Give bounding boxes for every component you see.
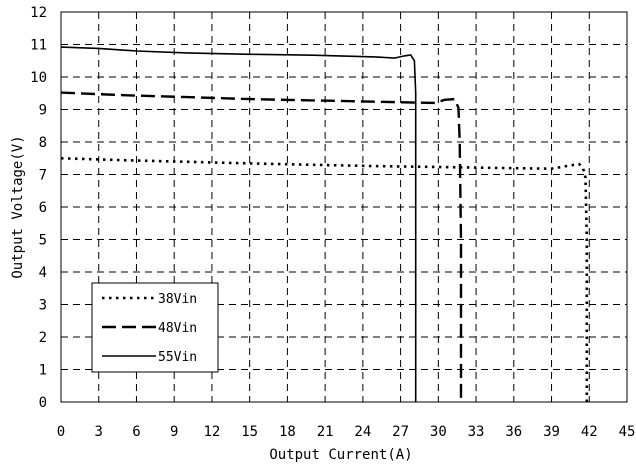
x-tick-label: 39 xyxy=(543,424,560,440)
x-tick-label: 21 xyxy=(317,424,334,440)
plot-area-frame xyxy=(60,11,628,403)
x-tick-label: 42 xyxy=(581,424,598,440)
x-tick-label: 33 xyxy=(468,424,485,440)
series-line-48Vin xyxy=(60,91,463,402)
y-tick-label: 5 xyxy=(39,233,47,249)
legend: 38Vin 48Vin 55Vin xyxy=(91,282,219,373)
y-tick-label: 12 xyxy=(30,5,47,21)
y-tick-label: 10 xyxy=(30,70,47,86)
x-tick-label: 15 xyxy=(241,424,258,440)
y-tick-label: 3 xyxy=(39,298,47,314)
x-axis-title: Output Current(A) xyxy=(269,447,412,463)
y-tick-label: 9 xyxy=(39,103,47,119)
x-tick-label: 27 xyxy=(392,424,409,440)
y-tick-label: 1 xyxy=(39,363,47,379)
x-tick-labels: 0 3 6 9 12 15 18 21 24 27 30 33 36 39 42 45 xyxy=(57,424,636,440)
x-tick-label: 6 xyxy=(132,424,140,440)
x-tick-label: 12 xyxy=(204,424,221,440)
x-tick-label: 0 xyxy=(57,424,65,440)
x-tick-label: 3 xyxy=(95,424,103,440)
y-tick-label: 7 xyxy=(39,168,47,184)
y-axis-title: Output Voltage(V) xyxy=(10,135,26,278)
x-tick-label: 9 xyxy=(170,424,178,440)
legend-label: 48Vin xyxy=(158,321,197,336)
series-group xyxy=(60,46,589,402)
legend-label: 38Vin xyxy=(158,292,197,307)
series-line-55Vin xyxy=(60,46,417,402)
legend-label: 55Vin xyxy=(158,350,197,365)
x-tick-label: 24 xyxy=(354,424,371,440)
y-tick-label: 4 xyxy=(39,265,47,281)
y-tick-label: 6 xyxy=(39,200,47,216)
y-tick-label: 0 xyxy=(39,395,47,411)
y-tick-label: 2 xyxy=(39,330,47,346)
x-tick-label: 45 xyxy=(619,424,636,440)
y-tick-label: 8 xyxy=(39,135,47,151)
grid xyxy=(61,12,627,402)
x-tick-label: 18 xyxy=(279,424,296,440)
x-tick-label: 36 xyxy=(505,424,522,440)
y-tick-label: 11 xyxy=(30,38,47,54)
x-tick-label: 30 xyxy=(430,424,447,440)
